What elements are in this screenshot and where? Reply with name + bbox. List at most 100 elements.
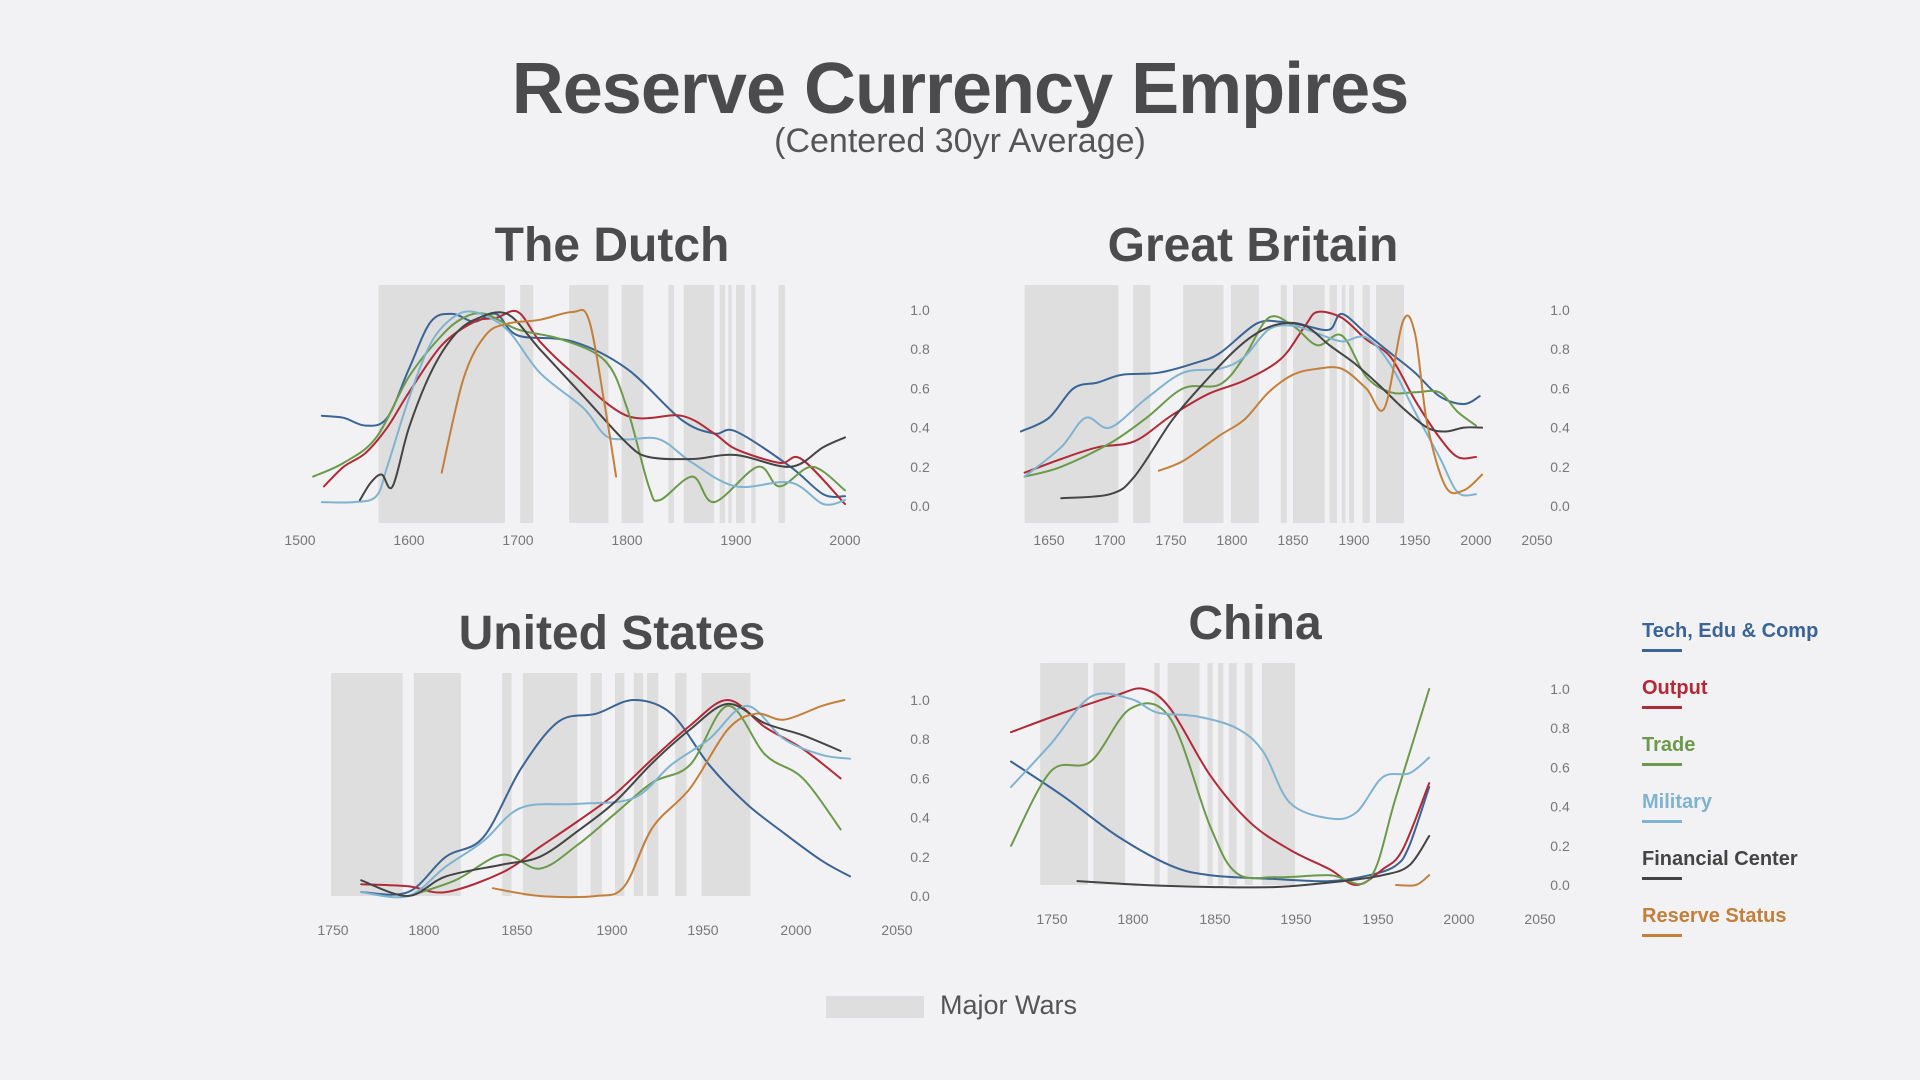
series-line-financial <box>360 702 842 898</box>
series-line-tech <box>1010 760 1431 883</box>
war-band <box>1218 663 1224 885</box>
y-tick-label: 0.6 <box>910 770 930 786</box>
war-band <box>1341 285 1346 523</box>
war-band <box>590 673 602 896</box>
x-tick-label: 1800 <box>408 922 439 938</box>
war-band <box>778 285 786 523</box>
x-tick-label: 1850 <box>1199 911 1230 927</box>
war-band <box>520 285 534 523</box>
y-tick-label: 1.0 <box>1550 681 1570 697</box>
panel-title-united-states: United States <box>458 607 766 660</box>
wars-swatch <box>826 996 924 1018</box>
series-line-military <box>360 704 851 899</box>
x-tick-label: 1900 <box>596 922 627 938</box>
war-band <box>1362 285 1370 523</box>
legend-label-trade: Trade <box>1642 734 1696 756</box>
x-tick-label: 1750 <box>1036 911 1067 927</box>
series-line-output <box>323 309 846 505</box>
series-line-reserve <box>440 308 618 478</box>
x-tick-label: 2000 <box>1443 911 1474 927</box>
war-band <box>728 285 732 523</box>
x-tick-label: 1950 <box>1280 911 1311 927</box>
y-tick-label: 0.0 <box>910 498 930 514</box>
x-tick-label: 2050 <box>1521 532 1552 548</box>
war-band <box>1154 663 1160 885</box>
x-tick-label: 1850 <box>501 922 532 938</box>
x-tick-label: 1950 <box>1362 911 1393 927</box>
war-band <box>751 285 756 523</box>
series-line-financial <box>1060 321 1484 500</box>
series-line-reserve <box>1395 874 1431 887</box>
y-tick-label: 1.0 <box>910 302 930 318</box>
legend-item-tech: Tech, Edu & Comp <box>1642 620 1818 677</box>
x-tick-label: 1950 <box>1399 532 1430 548</box>
y-tick-label: 0.6 <box>1550 380 1570 396</box>
war-band <box>1167 663 1200 885</box>
series-line-output <box>360 698 842 894</box>
series-line-tech <box>1019 312 1481 433</box>
x-tick-label: 1900 <box>1338 532 1369 548</box>
war-band <box>1349 285 1354 523</box>
series-line-military <box>320 310 846 506</box>
y-tick-label: 1.0 <box>1550 302 1570 318</box>
war-band <box>1244 663 1253 885</box>
war-band <box>633 673 644 896</box>
page-subtitle: (Centered 30yr Average) <box>774 122 1146 160</box>
series-line-trade <box>1010 688 1431 886</box>
legend-label-output: Output <box>1642 677 1708 699</box>
war-band <box>1329 285 1337 523</box>
x-tick-label: 1500 <box>284 532 315 548</box>
x-tick-label: 1900 <box>720 532 751 548</box>
y-tick-label: 0.6 <box>910 380 930 396</box>
series-line-reserve <box>491 699 846 899</box>
war-band <box>569 285 609 523</box>
war-band <box>675 673 687 896</box>
y-tick-label: 1.0 <box>910 692 930 708</box>
legend-line-output <box>1642 706 1682 709</box>
war-band <box>378 285 505 523</box>
y-tick-label: 0.2 <box>1550 459 1570 475</box>
x-tick-label: 1950 <box>687 922 718 938</box>
y-tick-label: 0.8 <box>910 731 930 747</box>
war-band <box>1228 663 1237 885</box>
y-tick-label: 0.4 <box>1550 420 1570 436</box>
series-line-trade <box>407 704 842 897</box>
series-line-trade <box>312 312 846 504</box>
series-line-financial <box>1076 835 1431 889</box>
war-band <box>1280 285 1287 523</box>
legend-item-financial: Financial Center <box>1642 848 1818 905</box>
x-tick-label: 1800 <box>611 532 642 548</box>
series-line-reserve <box>1157 314 1484 495</box>
y-tick-label: 0.8 <box>1550 720 1570 736</box>
legend-item-reserve: Reserve Status <box>1642 905 1818 962</box>
legend-line-tech <box>1642 649 1682 652</box>
war-band <box>668 285 674 523</box>
series-line-tech <box>360 699 851 896</box>
y-tick-label: 0.8 <box>910 341 930 357</box>
war-band <box>1261 663 1296 885</box>
series-line-financial <box>358 311 846 502</box>
y-tick-label: 0.0 <box>1550 498 1570 514</box>
x-tick-label: 1850 <box>1277 532 1308 548</box>
x-tick-label: 2050 <box>1524 911 1555 927</box>
legend-line-trade <box>1642 763 1682 766</box>
y-tick-label: 0.6 <box>1550 759 1570 775</box>
x-tick-label: 1700 <box>1094 532 1125 548</box>
legend-item-trade: Trade <box>1642 734 1818 791</box>
x-tick-label: 2000 <box>1460 532 1491 548</box>
war-band <box>413 673 461 896</box>
legend-item-output: Output <box>1642 677 1818 734</box>
legend-label-financial: Financial Center <box>1642 848 1798 870</box>
legend-label-tech: Tech, Edu & Comp <box>1642 620 1819 642</box>
x-tick-label: 2000 <box>829 532 860 548</box>
y-tick-label: 0.8 <box>1550 341 1570 357</box>
panel-title-china: China <box>1188 597 1322 650</box>
legend-label-military: Military <box>1642 791 1713 813</box>
x-tick-label: 1750 <box>1155 532 1186 548</box>
legend-line-financial <box>1642 877 1682 880</box>
war-band <box>1133 285 1151 523</box>
x-tick-label: 1800 <box>1117 911 1148 927</box>
